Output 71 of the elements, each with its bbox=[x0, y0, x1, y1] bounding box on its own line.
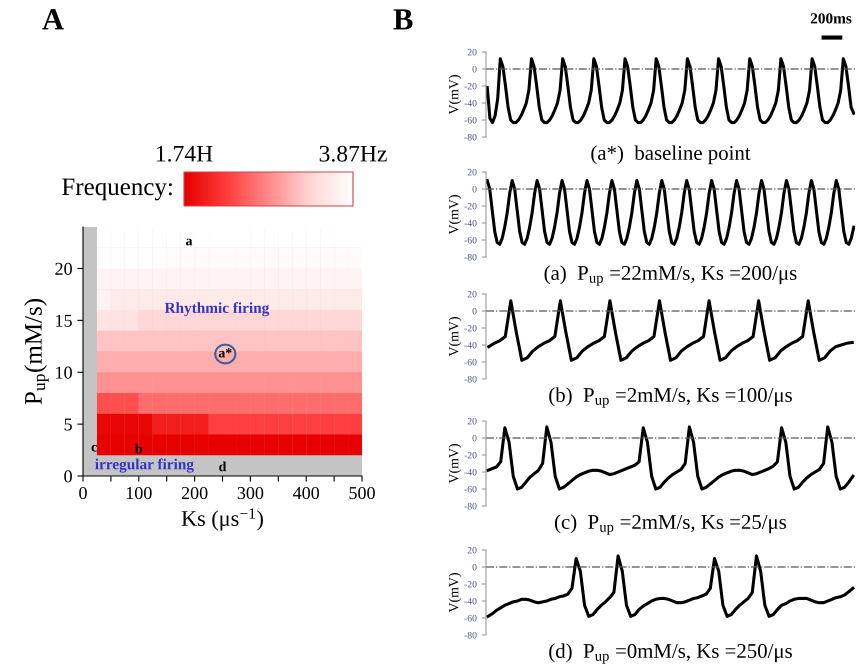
x-axis-title: (d) P$_{up}$ =0mM/s, Ks =250/μs bbox=[549, 643, 792, 664]
y-tick-label: -40 bbox=[464, 598, 477, 604]
y-tick-label: 20 bbox=[468, 168, 477, 176]
x-tick-label: 500 bbox=[350, 486, 375, 500]
y-axis-title: V(mV) bbox=[448, 195, 462, 234]
y-tick-label: 10 bbox=[56, 366, 72, 379]
annotation: Rhythmic firing bbox=[164, 302, 270, 316]
y-tick-label: 20 bbox=[468, 418, 477, 424]
annotation: d bbox=[219, 461, 226, 472]
x-axis-title: (a*) baseline point bbox=[591, 145, 750, 164]
y-tick-label: -20 bbox=[464, 580, 477, 588]
y-tick-label: 0 bbox=[472, 434, 477, 442]
y-tick-label: -80 bbox=[464, 502, 477, 510]
y-tick-label: 20 bbox=[468, 546, 477, 554]
y-tick-label: 0 bbox=[472, 308, 477, 314]
y-tick-label: 0 bbox=[472, 66, 477, 72]
x-tick-label: 0 bbox=[79, 486, 87, 500]
y-tick-label: -60 bbox=[464, 116, 477, 124]
y-tick-label: -80 bbox=[464, 134, 477, 140]
y-tick-label: -60 bbox=[464, 486, 477, 492]
y-tick-label: 15 bbox=[56, 314, 72, 327]
color-bar-label: 1.74H bbox=[156, 146, 212, 162]
y-tick-label: -60 bbox=[464, 614, 477, 622]
y-tick-label: -20 bbox=[464, 324, 477, 332]
x-tick-label: 400 bbox=[293, 486, 320, 500]
y-tick-label: -60 bbox=[464, 236, 477, 244]
y-axis-title: P$_{up}$(mM/s) bbox=[24, 299, 49, 404]
color-bar-title: Frequency: bbox=[62, 178, 172, 200]
y-tick-label: 0 bbox=[472, 186, 477, 192]
y-tick-label: -40 bbox=[464, 468, 477, 476]
x-tick-label: 100 bbox=[126, 486, 152, 500]
y-tick-label: -60 bbox=[464, 358, 477, 366]
y-tick-label: -20 bbox=[464, 452, 477, 458]
y-tick-label: -80 bbox=[464, 254, 477, 260]
y-tick-label: -40 bbox=[464, 100, 477, 106]
y-tick-label: -80 bbox=[464, 376, 477, 382]
x-axis-title: (a) P$_{up}$ =22mM/s, Ks =200/μs bbox=[544, 265, 796, 286]
y-tick-label: -20 bbox=[464, 82, 477, 90]
line-series bbox=[486, 57, 855, 124]
y-tick-label: -40 bbox=[464, 342, 477, 348]
y-tick-label: 20 bbox=[55, 262, 72, 275]
y-axis-title: V(mV) bbox=[448, 444, 462, 484]
y-axis-title: V(mV) bbox=[448, 75, 462, 114]
line-series bbox=[486, 554, 854, 618]
chart-title: B bbox=[394, 9, 413, 30]
y-axis-title: V(mV) bbox=[448, 317, 462, 356]
y-axis-title: V(mV) bbox=[448, 573, 462, 612]
line-series bbox=[486, 425, 854, 491]
x-tick-label: 300 bbox=[238, 486, 264, 500]
y-tick-label: 20 bbox=[468, 48, 477, 56]
line-series bbox=[486, 178, 855, 246]
annotation: b bbox=[135, 444, 142, 454]
annotation: a* bbox=[218, 348, 232, 358]
x-axis-title: (b) P$_{up}$ =2mM/s, Ks =100/μs bbox=[549, 387, 792, 408]
x-axis-title: Ks (μs$^{−1}$) bbox=[182, 508, 263, 531]
annotation: a bbox=[186, 238, 192, 246]
y-tick-label: 5 bbox=[64, 418, 72, 431]
text: 200ms bbox=[810, 13, 852, 24]
annotation: irregular firing bbox=[95, 458, 194, 473]
x-tick-label: 200 bbox=[182, 486, 208, 500]
y-tick-label: -20 bbox=[464, 202, 477, 210]
y-tick-label: -80 bbox=[464, 632, 477, 638]
y-tick-label: 0 bbox=[472, 564, 477, 570]
x-axis-title: (c) P$_{up}$ =2mM/s, Ks =25/μs bbox=[554, 514, 786, 535]
y-tick-label: 20 bbox=[468, 290, 477, 298]
y-tick-label: 0 bbox=[64, 470, 72, 482]
chart-title: A bbox=[42, 9, 64, 30]
y-tick-label: -40 bbox=[464, 220, 477, 226]
annotation: c bbox=[92, 444, 97, 452]
line-series bbox=[487, 299, 854, 362]
color-bar-label: 3.87Hz bbox=[320, 146, 387, 162]
